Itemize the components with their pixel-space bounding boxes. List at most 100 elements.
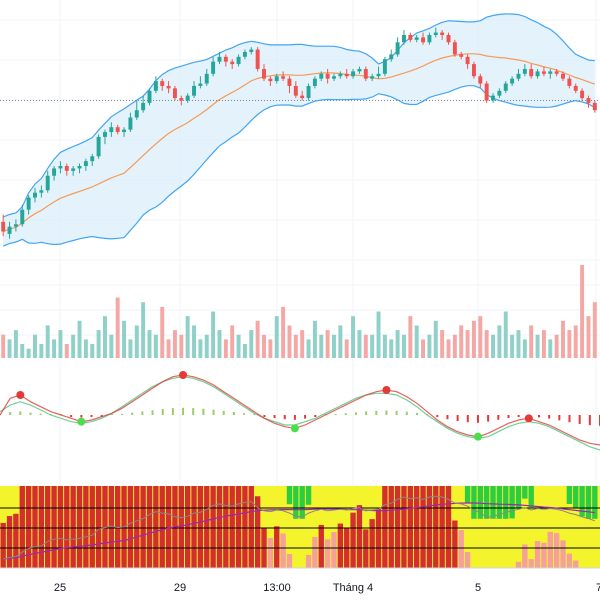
candle-body bbox=[389, 54, 394, 60]
candle-body bbox=[96, 136, 101, 157]
volume-bar bbox=[153, 334, 158, 358]
candle-body bbox=[211, 61, 216, 74]
volume-bar bbox=[586, 316, 591, 358]
candle-body bbox=[166, 85, 171, 89]
candle-body bbox=[306, 85, 311, 99]
heatmap-column-top bbox=[464, 486, 471, 503]
volume-bar bbox=[370, 334, 375, 358]
volume-bar bbox=[573, 325, 578, 358]
candle-body bbox=[427, 34, 432, 43]
heatmap-column bbox=[382, 486, 388, 568]
oscillator-histogram-bar bbox=[385, 410, 388, 415]
bollinger-upper-line bbox=[2, 13, 595, 218]
candle-body bbox=[338, 73, 343, 77]
price-candles bbox=[1, 27, 597, 239]
candle-body bbox=[497, 90, 502, 96]
heatmap-column-top bbox=[503, 486, 509, 519]
oscillator-histogram-bar bbox=[507, 415, 510, 418]
volume-bar bbox=[242, 344, 247, 358]
volume-bar bbox=[376, 311, 381, 358]
heatmap-column-top bbox=[477, 486, 483, 519]
candle-body bbox=[452, 42, 457, 55]
volume-bar bbox=[510, 334, 515, 358]
heatmap-column-top bbox=[496, 486, 503, 519]
oscillator-histogram-bar bbox=[29, 412, 32, 415]
volume-bar bbox=[561, 320, 565, 358]
heatmap-column bbox=[95, 486, 102, 568]
oscillator-histogram-bar bbox=[19, 411, 22, 415]
candle-body bbox=[376, 73, 381, 77]
volume-bar bbox=[236, 334, 241, 358]
oscillator-histogram-bar bbox=[100, 415, 103, 417]
candle-body bbox=[433, 32, 438, 35]
candle-body bbox=[459, 54, 464, 57]
candle-body bbox=[255, 49, 260, 69]
heatmap-column bbox=[515, 561, 522, 568]
heatmap-column bbox=[159, 486, 165, 568]
oscillator-histogram-bar bbox=[365, 411, 368, 415]
heatmap-column bbox=[127, 486, 134, 568]
heatmap-column bbox=[331, 532, 337, 568]
oscillator-histogram-bar bbox=[283, 415, 286, 420]
heatmap-column bbox=[83, 486, 89, 568]
heatmap-pane bbox=[0, 486, 600, 568]
volume-bar bbox=[90, 344, 95, 358]
volume-bar bbox=[45, 325, 50, 358]
heatmap-line-gray bbox=[3, 495, 595, 560]
heatmap-column bbox=[312, 536, 318, 568]
heatmap-column bbox=[102, 486, 108, 568]
heatmap-column bbox=[445, 486, 452, 568]
heatmap-column-top bbox=[515, 486, 522, 509]
candle-body bbox=[71, 168, 76, 171]
volume-bar bbox=[516, 330, 521, 358]
heatmap-column bbox=[324, 539, 331, 568]
bollinger-fill bbox=[3, 13, 595, 247]
candle-body bbox=[592, 102, 597, 111]
heatmap-column bbox=[115, 486, 121, 568]
candle-body bbox=[160, 81, 165, 86]
oscillator-histogram-bar bbox=[395, 410, 398, 415]
x-tick-label: 7 bbox=[596, 582, 600, 594]
heatmap-column bbox=[414, 486, 420, 568]
oscillator-histogram-bar bbox=[121, 413, 124, 415]
heatmap-column bbox=[528, 559, 534, 568]
heatmap-column bbox=[153, 486, 159, 568]
candle-body bbox=[586, 98, 591, 103]
candle-body bbox=[109, 127, 114, 133]
volume-bar bbox=[52, 339, 57, 358]
heatmap-column bbox=[560, 540, 566, 568]
volume-bar bbox=[281, 306, 286, 358]
x-tick-label: 13:00 bbox=[263, 582, 291, 594]
oscillator-histogram-bar bbox=[517, 415, 520, 417]
volume-bar bbox=[7, 339, 12, 358]
volume-bar bbox=[491, 334, 496, 358]
volume-bar bbox=[535, 334, 540, 358]
candle-body bbox=[484, 83, 489, 101]
oscillator-pane bbox=[0, 371, 600, 451]
candle-body bbox=[529, 68, 534, 77]
volume-bar bbox=[300, 330, 305, 358]
heatmap-column bbox=[38, 486, 45, 568]
heatmap-column bbox=[134, 486, 140, 568]
oscillator-histogram-bar bbox=[375, 410, 378, 415]
candle-body bbox=[465, 56, 470, 65]
candle-body bbox=[548, 71, 553, 74]
volume-bar bbox=[548, 339, 553, 358]
heatmap-column-top bbox=[293, 486, 299, 519]
heatmap-column bbox=[216, 486, 223, 568]
volume-bar bbox=[312, 320, 317, 358]
volume-bar bbox=[351, 316, 356, 358]
oscillator-histogram-bar bbox=[304, 415, 307, 419]
volume-bar bbox=[325, 330, 330, 358]
volume-bar bbox=[268, 339, 273, 358]
volume-bar bbox=[592, 302, 597, 358]
volume-bar bbox=[71, 334, 76, 358]
heatmap-column bbox=[229, 486, 235, 568]
oscillator-histogram-bar bbox=[446, 415, 449, 420]
candle-body bbox=[83, 161, 88, 167]
candle-body bbox=[20, 209, 25, 225]
candle-body bbox=[293, 85, 298, 96]
candle-body bbox=[535, 71, 540, 77]
volume-bar bbox=[64, 344, 69, 358]
volume-bar bbox=[39, 344, 44, 358]
